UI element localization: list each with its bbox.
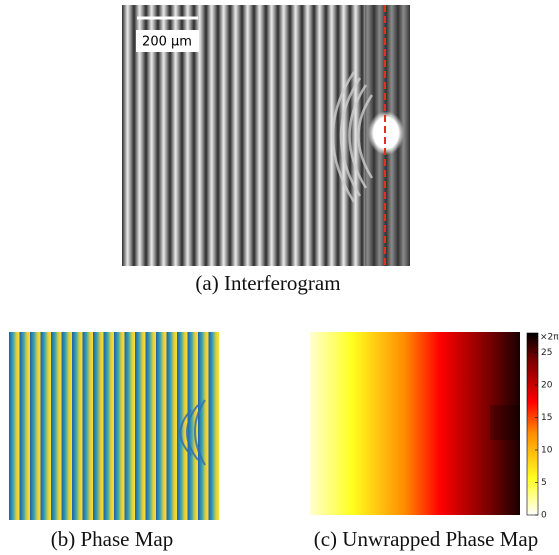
figure: 200 μm (a) Interferogram (b) Phase Map ×… (0, 0, 559, 555)
caption: (c) Unwrapped Phase Map (314, 527, 539, 551)
colorbar-tick-label: 20 (541, 381, 553, 391)
interferogram: 200 μm (122, 5, 410, 266)
caption: (a) Interferogram (195, 271, 340, 295)
caption: (b) Phase Map (51, 527, 173, 551)
colorbar-tick-label: 5 (541, 478, 547, 488)
colorbar-tick-label: 0 (541, 511, 547, 521)
phase-map (9, 332, 219, 520)
scale-bar-label: 200 μm (142, 35, 192, 50)
colorbar-tick-label: 10 (541, 446, 553, 456)
colorbar-tick-label: 15 (541, 413, 552, 423)
unwrapped-phase-map: ×2π 0 5 10 15 20 25 (310, 332, 559, 521)
colorbar-tick-label: 25 (541, 348, 552, 358)
colorbar-unit: ×2π (540, 333, 559, 343)
